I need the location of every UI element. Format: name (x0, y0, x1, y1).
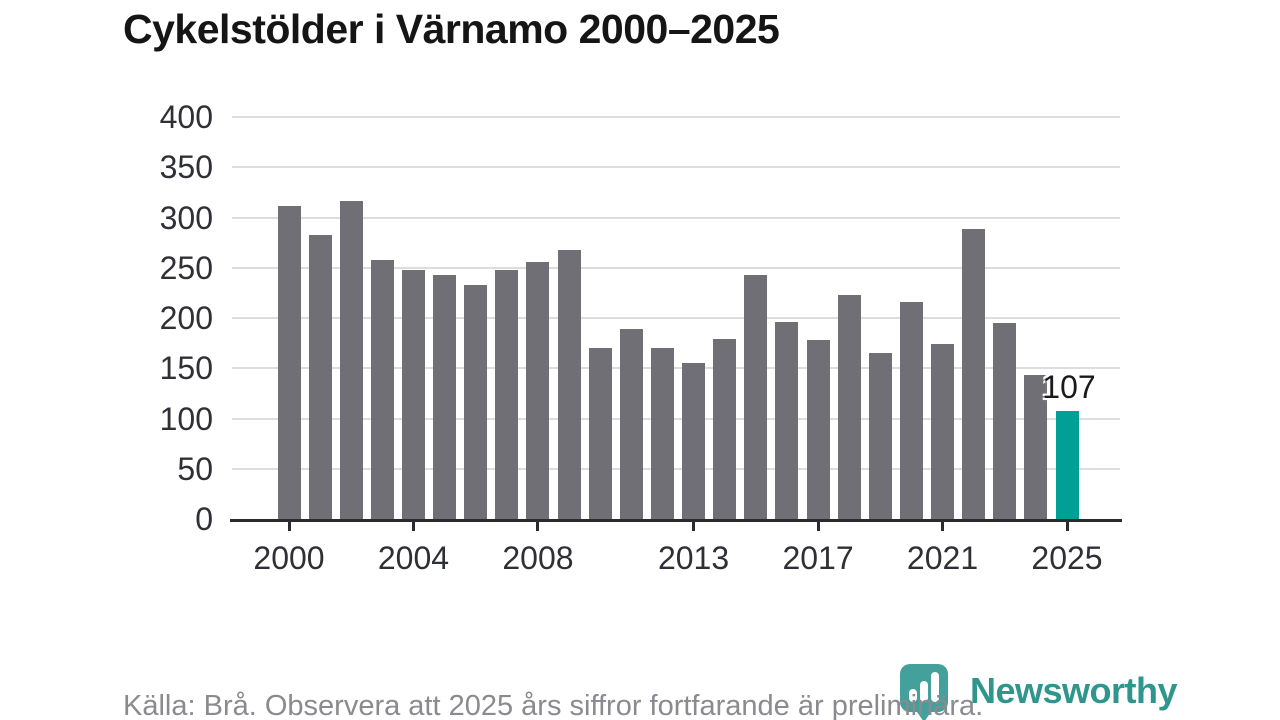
bar-2020 (900, 302, 923, 519)
y-gridline-400 (232, 116, 1120, 118)
bar-2011 (620, 329, 643, 519)
y-gridline-300 (232, 216, 1120, 219)
highlight-value-label: 107 (1042, 369, 1096, 405)
y-gridline-250 (232, 266, 1120, 269)
y-axis-tick-label: 200 (159, 300, 213, 336)
x-axis-tick-label: 2013 (657, 540, 730, 576)
x-axis-tick-label: 2004 (377, 540, 450, 576)
bar-2015 (744, 275, 767, 519)
bar-2024 (1024, 375, 1047, 519)
y-axis-tick-label: 150 (159, 350, 213, 387)
bar-2005 (433, 275, 456, 519)
y-axis-tick-label: 0 (195, 501, 213, 537)
bar-2023 (993, 323, 1016, 519)
x-tick-2004 (411, 522, 415, 531)
newsworthy-wordmark: Newsworthy (970, 670, 1178, 711)
y-gridline-50 (232, 467, 1120, 470)
bar-2007 (495, 270, 518, 519)
x-tick-2008 (536, 522, 540, 531)
y-gridline-350 (232, 166, 1120, 169)
bar-2025 (1056, 411, 1079, 519)
bar-2016 (775, 322, 798, 519)
bar-2021 (931, 344, 954, 519)
bar-2009 (558, 250, 581, 519)
source-note: Källa: Brå. Observera att 2025 års siffr… (123, 690, 984, 720)
x-tick-2013 (692, 522, 696, 531)
x-axis-tick-label: 2017 (782, 540, 854, 576)
x-tick-2017 (816, 522, 820, 531)
bar-2003 (371, 260, 394, 519)
x-tick-2021 (941, 522, 945, 531)
bar-2022 (962, 229, 985, 519)
bar-2010 (589, 348, 612, 519)
bar-2014 (713, 339, 736, 519)
x-tick-2025 (1065, 522, 1069, 531)
x-axis-line (230, 519, 1122, 522)
bar-2012 (651, 348, 674, 519)
bar-2018 (838, 295, 861, 519)
y-gridline-150 (232, 367, 1120, 370)
bar-2008 (526, 262, 549, 519)
y-gridline-200 (232, 317, 1120, 319)
y-axis-tick-label: 100 (159, 400, 213, 437)
bar-2006 (464, 285, 487, 519)
bar-2019 (869, 353, 892, 519)
x-tick-2000 (287, 522, 291, 531)
x-axis-tick-label: 2025 (1031, 540, 1103, 576)
y-axis-tick-label: 300 (159, 199, 213, 236)
y-axis-tick-label: 350 (159, 149, 213, 186)
x-axis-tick-label: 2000 (253, 540, 325, 576)
y-axis-tick-label: 250 (159, 249, 213, 286)
x-axis-tick-label: 2008 (502, 540, 574, 576)
chart-title: Cykelstölder i Värnamo 2000–2025 (123, 6, 780, 52)
y-axis-tick-label: 50 (177, 450, 213, 487)
y-gridline-100 (232, 417, 1120, 420)
y-axis-tick-label: 400 (159, 99, 213, 135)
bar-2013 (682, 363, 705, 519)
bar-2002 (340, 201, 363, 519)
bar-2004 (402, 270, 425, 519)
bar-2001 (309, 235, 332, 519)
bar-chart-bubble-icon (900, 664, 948, 720)
bar-2000 (278, 206, 301, 519)
x-axis-tick-label: 2021 (906, 540, 979, 576)
bar-2017 (807, 340, 830, 519)
